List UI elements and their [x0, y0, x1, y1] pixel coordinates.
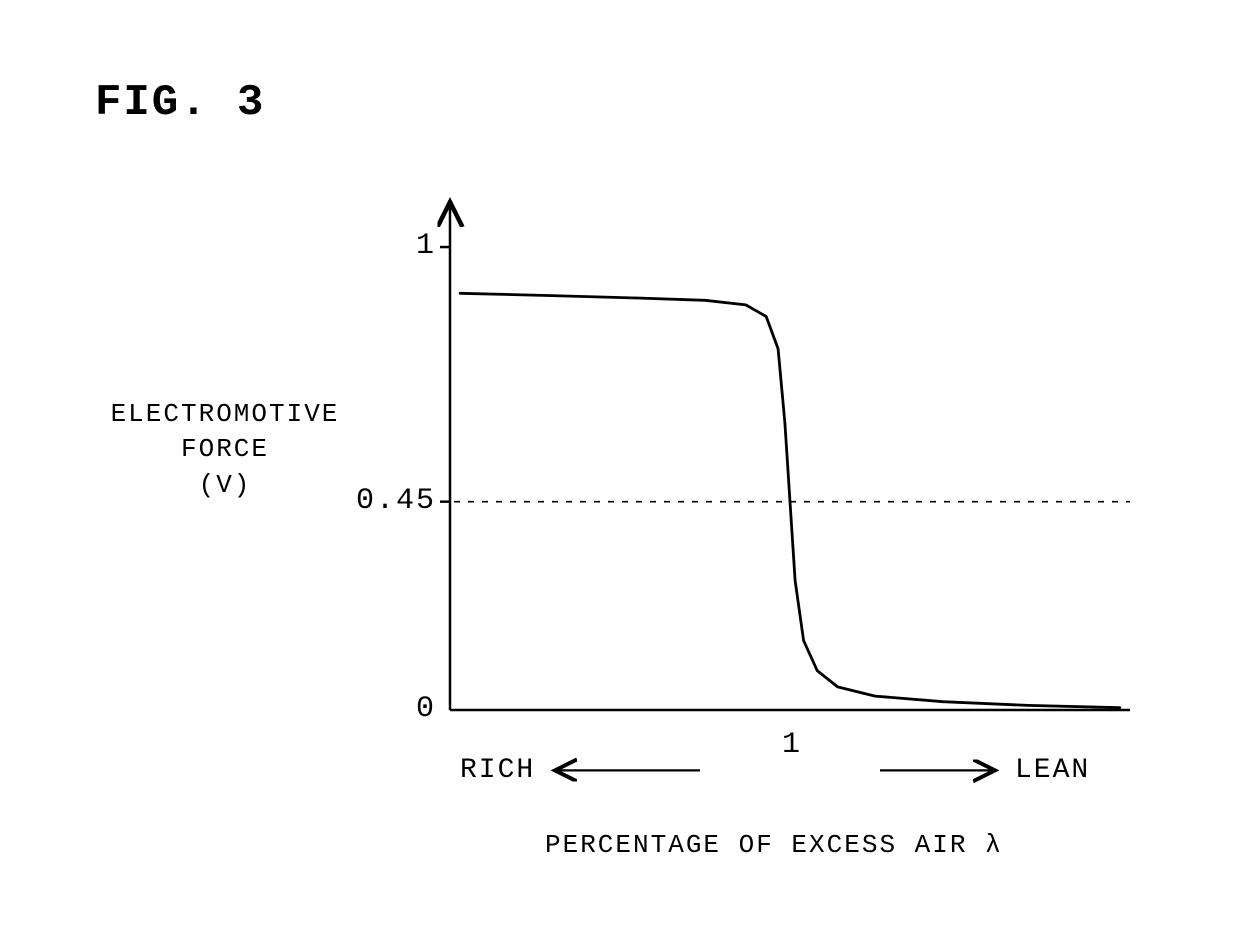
figure-page: FIG. 3 ELECTROMOTIVE FORCE (V) 0 0.45 1 … [0, 0, 1240, 951]
chart-svg [0, 0, 1240, 951]
